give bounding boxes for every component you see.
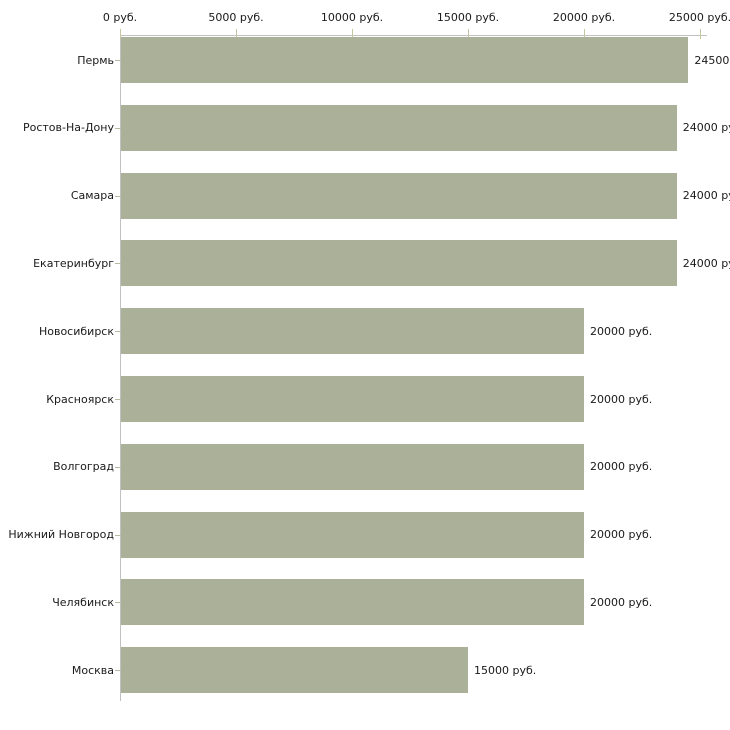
category-tick-mark: [115, 670, 121, 672]
x-axis-tick-mark: [120, 29, 121, 39]
x-axis-tick-label: 5000 руб.: [208, 11, 264, 24]
value-label: 20000 руб.: [590, 392, 653, 406]
x-axis-tick-label: 0 руб.: [102, 11, 138, 24]
bar: [121, 443, 584, 490]
category-label: Волгоград: [53, 460, 114, 474]
x-axis-tick-label: 20000 руб.: [552, 11, 616, 24]
category-tick-mark: [115, 60, 121, 61]
bar: [121, 172, 677, 219]
category-tick-mark: [115, 127, 121, 129]
x-axis-tick-mark: [700, 29, 701, 39]
category-tick-mark: [115, 331, 121, 333]
bar: [121, 104, 677, 151]
category-label: Ростов-На-Дону: [22, 121, 114, 135]
bar-row: Челябинск 20000 руб.: [0, 579, 730, 626]
x-axis-tick-mark: [468, 29, 469, 39]
bar-row: Ростов-На-Дону 24000 руб.: [0, 104, 730, 151]
y-axis-line: [120, 35, 121, 701]
bar: [121, 37, 689, 83]
bar: [121, 647, 468, 694]
bar-row: Новосибирск 20000 руб.: [0, 308, 730, 355]
value-label: 24000 руб.: [682, 256, 730, 270]
category-tick-mark: [115, 195, 121, 197]
bar: [121, 579, 584, 626]
bar-row: Пермь 24500 руб.: [0, 37, 730, 83]
bar-row: Самара 24000 руб.: [0, 172, 730, 219]
category-label: Самара: [70, 189, 114, 203]
category-tick-mark: [115, 534, 121, 536]
bar: [121, 308, 584, 355]
category-label: Красноярск: [46, 392, 114, 406]
category-label: Екатеринбург: [33, 256, 114, 270]
bar-row: Екатеринбург 24000 руб.: [0, 240, 730, 287]
category-tick-mark: [115, 602, 121, 604]
bar-row: Красноярск 20000 руб.: [0, 376, 730, 422]
category-label: Москва: [71, 663, 114, 677]
value-label: 20000 руб.: [590, 324, 653, 338]
x-axis-tick-mark: [236, 29, 237, 39]
value-label: 20000 руб.: [590, 595, 653, 609]
category-label: Нижний Новгород: [8, 528, 114, 542]
category-tick-mark: [115, 466, 121, 468]
category-tick-mark: [115, 399, 121, 400]
x-axis-tick-mark: [352, 29, 353, 39]
value-label: 15000 руб.: [474, 663, 537, 677]
value-label: 24000 руб.: [682, 121, 730, 135]
bar: [121, 376, 584, 422]
x-axis-line: [120, 35, 707, 36]
category-label: Челябинск: [52, 595, 114, 609]
x-axis-tick-label: 15000 руб.: [436, 11, 500, 24]
bar: [121, 240, 677, 287]
category-label: Новосибирск: [38, 324, 114, 338]
value-label: 20000 руб.: [590, 460, 653, 474]
value-label: 24000 руб.: [682, 189, 730, 203]
category-label: Пермь: [77, 53, 114, 67]
x-axis-tick-label: 10000 руб.: [320, 11, 384, 24]
value-label: 24500 руб.: [694, 53, 730, 67]
bar-row: Москва 15000 руб.: [0, 647, 730, 694]
category-tick-mark: [115, 263, 121, 265]
bar-row: Нижний Новгород 20000 руб.: [0, 511, 730, 558]
x-axis-tick-label: 25000 руб.: [668, 11, 730, 24]
bar-row: Волгоград 20000 руб.: [0, 443, 730, 490]
bar: [121, 511, 584, 558]
value-label: 20000 руб.: [590, 528, 653, 542]
x-axis-tick-mark: [584, 29, 585, 39]
